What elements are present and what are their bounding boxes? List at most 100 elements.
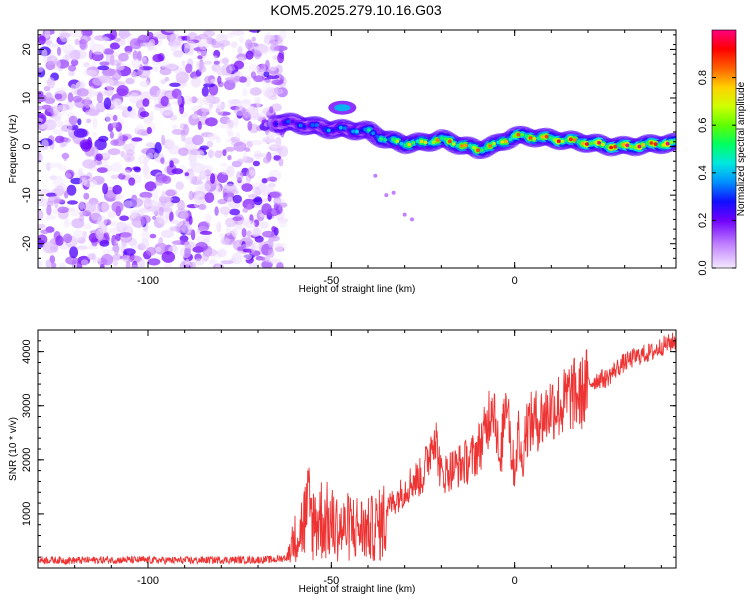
- x-tick-label: -50: [323, 575, 339, 587]
- noise-speckle: [245, 39, 253, 50]
- noise-speckle: [125, 77, 135, 85]
- noise-speckle: [131, 58, 141, 69]
- noise-speckle: [117, 32, 132, 37]
- noise-speckle: [252, 160, 260, 167]
- noise-speckle: [248, 262, 260, 268]
- noise-speckle: [116, 63, 125, 71]
- noise-speckle: [222, 149, 227, 157]
- noise-speckle: [76, 88, 89, 97]
- noise-speckle: [147, 258, 161, 266]
- y-tick-label: -20: [21, 236, 33, 252]
- noise-speckle: [195, 241, 208, 252]
- snr-xlabel: Height of straight line (km): [299, 584, 416, 595]
- spectrogram-frame: [37, 29, 677, 269]
- noise-speckle: [68, 115, 78, 125]
- noise-speckle: [154, 180, 164, 186]
- noise-speckle: [96, 92, 103, 104]
- noise-speckle: [179, 103, 185, 115]
- noise-speckle: [271, 226, 277, 232]
- noise-speckle: [229, 208, 241, 216]
- noise-speckle: [233, 60, 245, 70]
- noise-speckle: [181, 60, 186, 67]
- signal-trace-mark: [472, 145, 476, 150]
- noise-speckle: [69, 30, 83, 38]
- noise-speckle: [198, 38, 209, 50]
- x-tick-label: 0: [512, 575, 518, 587]
- noise-speckle: [215, 105, 224, 116]
- noise-speckle: [204, 192, 215, 204]
- noise-speckle: [79, 214, 85, 222]
- noise-speckle: [78, 167, 83, 177]
- noise-speckle: [168, 211, 174, 222]
- noise-speckle: [271, 132, 280, 137]
- noise-speckle: [225, 146, 235, 152]
- signal-trace-mark: [665, 141, 670, 146]
- noise-speckle: [250, 111, 257, 116]
- signal-trace-mark: [585, 142, 589, 146]
- noise-speckle: [192, 114, 199, 119]
- noise-speckle: [89, 39, 96, 52]
- noise-speckle: [259, 221, 269, 230]
- noise-speckle: [199, 145, 210, 150]
- noise-speckle: [110, 245, 124, 255]
- noise-speckle: [109, 131, 114, 139]
- y-tick-label: 2000: [21, 448, 33, 472]
- noise-speckle: [276, 261, 284, 268]
- noise-speckle: [40, 229, 50, 234]
- noise-speckle: [175, 181, 184, 191]
- noise-speckle: [79, 38, 87, 50]
- noise-speckle: [254, 196, 263, 206]
- noise-speckle: [83, 201, 97, 213]
- noise-speckle: [39, 194, 44, 203]
- noise-speckle: [147, 153, 154, 160]
- noise-speckle: [154, 142, 162, 154]
- noise-speckle: [160, 96, 169, 107]
- noise-speckle: [119, 215, 129, 221]
- noise-speckle: [144, 181, 157, 192]
- noise-speckle: [98, 135, 109, 142]
- noise-speckle: [245, 50, 254, 60]
- noise-speckle: [177, 199, 186, 211]
- noise-speckle: [76, 245, 88, 250]
- signal-trace-mark: [383, 138, 388, 142]
- noise-speckle: [48, 162, 63, 168]
- noise-speckle: [203, 83, 215, 88]
- noise-speckle: [249, 169, 256, 176]
- signal-trace-mark: [447, 139, 452, 144]
- noise-speckle: [73, 229, 85, 241]
- signal-trace-mark: [512, 134, 517, 138]
- noise-speckle: [190, 180, 204, 185]
- noise-speckle: [47, 77, 56, 89]
- signal-trace-mark: [484, 146, 488, 151]
- noise-speckle: [197, 55, 203, 60]
- y-tick-label: -10: [21, 187, 33, 203]
- noise-speckle: [86, 245, 99, 250]
- noise-speckle: [216, 136, 221, 144]
- noise-speckle: [82, 159, 97, 169]
- signal-trace-mark: [496, 140, 501, 145]
- signal-trace-mark: [278, 122, 283, 126]
- noise-speckle: [235, 132, 241, 141]
- signal-trace-mark: [310, 123, 315, 127]
- noise-speckle: [42, 243, 55, 248]
- noise-speckle: [107, 148, 121, 156]
- noise-speckle: [245, 75, 251, 87]
- noise-speckle: [143, 174, 152, 180]
- noise-speckle: [161, 134, 166, 146]
- noise-speckle: [219, 206, 231, 215]
- colorbar-label: Normalized spectral amplitude: [736, 81, 747, 216]
- noise-speckle: [121, 237, 128, 247]
- noise-speckle: [149, 233, 157, 239]
- noise-speckle: [277, 52, 285, 64]
- signal-trace-mark: [294, 121, 299, 126]
- noise-speckle: [266, 74, 280, 79]
- noise-speckle: [164, 30, 179, 33]
- noise-speckle: [201, 86, 209, 97]
- noise-speckle: [216, 221, 222, 233]
- noise-speckle: [70, 59, 79, 67]
- x-tick-label: 0: [512, 275, 518, 287]
- signal-trace-mark: [572, 138, 577, 142]
- signal-trace-mark: [500, 140, 505, 144]
- noise-speckle: [116, 221, 128, 233]
- noise-speckle: [240, 100, 252, 107]
